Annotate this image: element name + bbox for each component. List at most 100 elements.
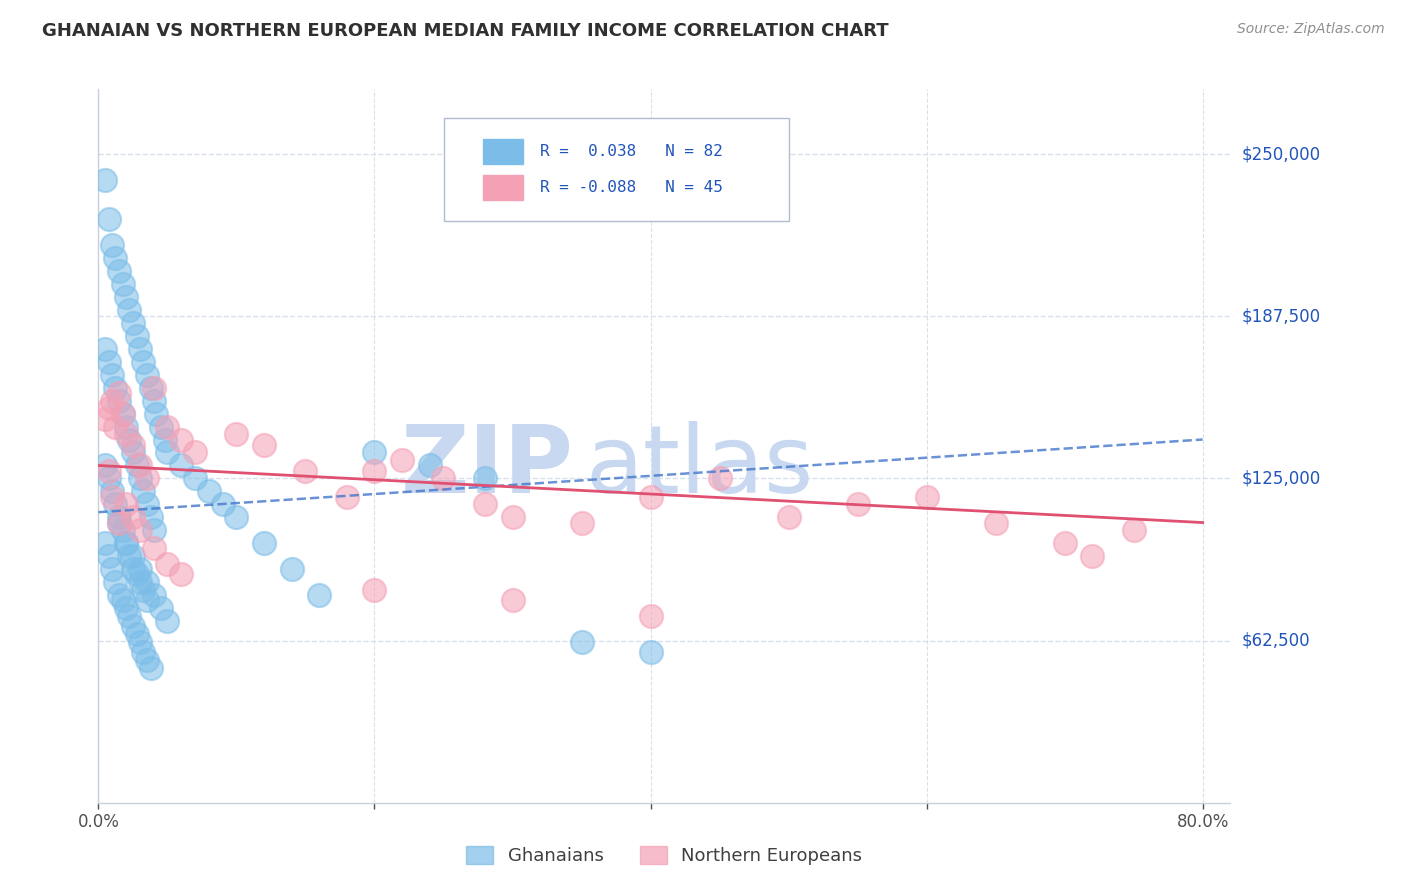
Bar [484,175,523,200]
Point [170,567,193,582]
Point [101,368,124,382]
Point [118,549,141,564]
Point [108,516,131,530]
Point [170,433,193,447]
Point [115,497,138,511]
Point [98,401,121,416]
Point [139,381,162,395]
Point [170,458,193,473]
Point [474,497,496,511]
Point [122,619,145,633]
Point [128,562,150,576]
Point [128,575,150,590]
Point [253,536,276,550]
Point [101,490,124,504]
Text: $125,000: $125,000 [1241,469,1320,487]
Point [153,433,176,447]
Point [115,536,138,550]
Point [125,567,148,582]
Point [112,407,135,421]
Point [108,588,131,602]
Point [98,354,121,368]
Point [142,541,165,556]
Point [101,484,124,499]
Point [118,609,141,624]
Point [502,510,524,524]
Point [94,536,117,550]
Point [709,471,731,485]
Point [94,342,117,356]
Point [122,562,145,576]
Point [640,645,662,659]
Point [94,458,117,473]
Point [640,609,662,624]
Point [211,497,233,511]
Point [363,445,385,459]
Point [122,438,145,452]
Point [139,661,162,675]
Point [104,381,127,395]
Point [115,290,138,304]
Point [122,445,145,459]
Point [1053,536,1076,550]
Point [184,445,207,459]
Point [142,524,165,538]
Point [128,458,150,473]
Point [122,549,145,564]
Text: R =  0.038   N = 82: R = 0.038 N = 82 [540,145,723,159]
Point [156,557,179,571]
Point [125,328,148,343]
FancyBboxPatch shape [444,118,789,221]
Bar [484,139,523,164]
Text: $250,000: $250,000 [1241,145,1320,163]
Point [198,484,221,499]
Point [115,536,138,550]
Text: atlas: atlas [585,421,813,514]
Point [139,510,162,524]
Point [308,588,330,602]
Point [1122,524,1144,538]
Point [336,490,359,504]
Point [363,464,385,478]
Point [156,445,179,459]
Point [149,601,172,615]
Point [112,524,135,538]
Point [125,627,148,641]
Point [125,458,148,473]
Point [118,433,141,447]
Point [135,368,157,382]
Point [135,653,157,667]
Point [112,277,135,291]
Point [128,342,150,356]
Point [131,484,153,499]
Point [101,393,124,408]
Point [98,471,121,485]
Point [846,497,869,511]
Point [253,438,276,452]
Point [101,562,124,576]
Point [474,471,496,485]
Point [149,419,172,434]
Point [108,510,131,524]
Point [108,385,131,400]
Point [98,211,121,226]
Point [1081,549,1104,564]
Point [118,302,141,317]
Point [142,393,165,408]
Point [128,471,150,485]
Point [104,497,127,511]
Point [108,516,131,530]
Point [142,381,165,395]
Point [128,524,150,538]
Point [135,471,157,485]
Point [225,510,247,524]
Point [94,173,117,187]
Point [131,354,153,368]
Point [108,264,131,278]
Text: Source: ZipAtlas.com: Source: ZipAtlas.com [1237,22,1385,37]
Text: GHANAIAN VS NORTHERN EUROPEAN MEDIAN FAMILY INCOME CORRELATION CHART: GHANAIAN VS NORTHERN EUROPEAN MEDIAN FAM… [42,22,889,40]
Point [135,593,157,607]
Point [131,645,153,659]
Point [112,593,135,607]
Point [142,588,165,602]
